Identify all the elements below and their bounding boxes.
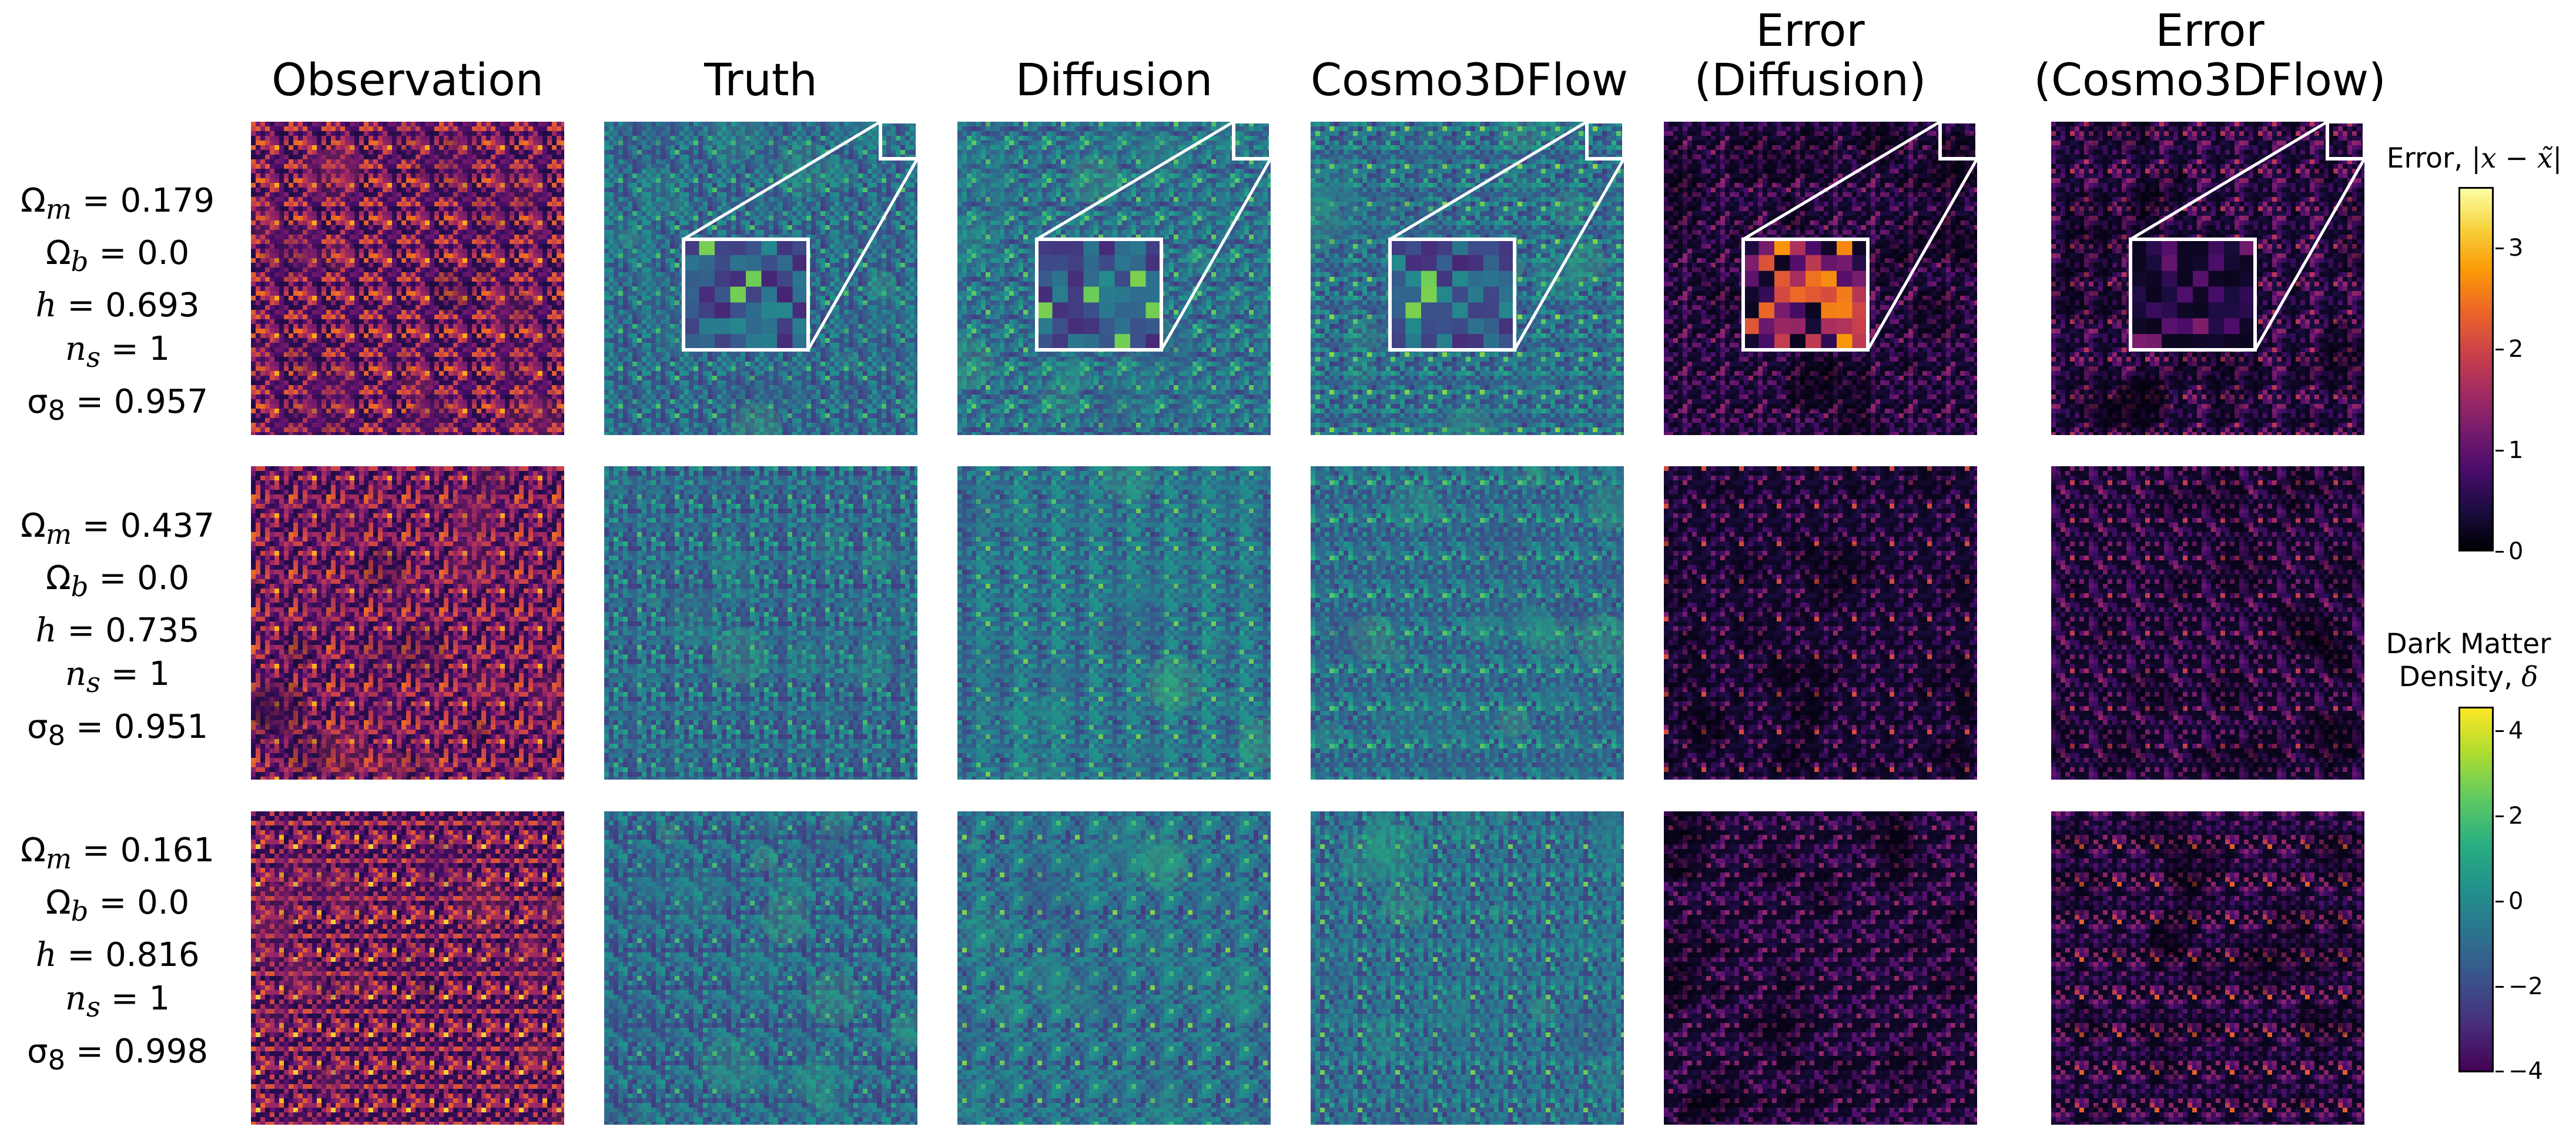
column-title-truth: Truth bbox=[704, 54, 818, 106]
error-tick-1: 1 bbox=[2495, 437, 2524, 464]
param-sigma-8: σ8 = 0.998 bbox=[26, 1032, 209, 1076]
param-sigma-8: σ8 = 0.951 bbox=[26, 707, 209, 752]
param-omega-m: Ωm = 0.179 bbox=[21, 182, 215, 226]
panel-error-cosmo3dflow-row-3 bbox=[2051, 811, 2364, 1125]
error-tick-3: 3 bbox=[2495, 235, 2524, 262]
density-tick-m2: −2 bbox=[2495, 973, 2543, 1000]
error-tick-0: 0 bbox=[2495, 538, 2524, 565]
panel-truth-row-1 bbox=[604, 122, 917, 435]
density-colorbar bbox=[2458, 707, 2494, 1072]
density-tick-4: 4 bbox=[2495, 717, 2524, 744]
column-title-diffusion: Diffusion bbox=[1015, 54, 1213, 106]
panel-error-diffusion-row-1 bbox=[1664, 122, 1977, 435]
panel-observation-row-3 bbox=[251, 811, 564, 1125]
column-title-error-diffusion: Error (Diffusion) bbox=[1694, 4, 1927, 106]
column-title-error-cosmo3dflow: Error (Cosmo3DFlow) bbox=[2034, 4, 2386, 106]
row-params-2: Ωm = 0.437 Ωb = 0.0 h = 0.735 ns = 1 σ8 … bbox=[0, 504, 235, 758]
panel-diffusion-row-3 bbox=[957, 811, 1271, 1125]
panel-diffusion-row-2 bbox=[957, 466, 1271, 780]
param-h: h = 0.735 bbox=[35, 611, 200, 650]
param-n-s: ns = 1 bbox=[65, 330, 170, 375]
panel-cosmo3dflow-row-2 bbox=[1311, 466, 1624, 780]
panel-truth-row-3 bbox=[604, 811, 917, 1125]
param-n-s: ns = 1 bbox=[65, 979, 170, 1024]
density-colorbar-title: Dark Matter Density, δ bbox=[2386, 628, 2551, 693]
param-omega-b: Ωb = 0.0 bbox=[45, 559, 190, 604]
param-sigma-8: σ8 = 0.957 bbox=[26, 382, 209, 427]
density-tick-m4: −4 bbox=[2495, 1058, 2543, 1085]
panel-error-cosmo3dflow-row-1 bbox=[2051, 122, 2364, 435]
panel-error-diffusion-row-2 bbox=[1664, 466, 1977, 780]
row-params-1: Ωm = 0.179 Ωb = 0.0 h = 0.693 ns = 1 σ8 … bbox=[0, 179, 235, 433]
param-h: h = 0.816 bbox=[35, 936, 200, 975]
param-n-s: ns = 1 bbox=[65, 655, 170, 700]
panel-error-cosmo3dflow-row-2 bbox=[2051, 466, 2364, 780]
column-title-observation: Observation bbox=[272, 54, 544, 106]
panel-error-diffusion-row-3 bbox=[1664, 811, 1977, 1125]
param-omega-b: Ωb = 0.0 bbox=[45, 884, 190, 928]
error-tick-2: 2 bbox=[2495, 336, 2524, 363]
panel-cosmo3dflow-row-3 bbox=[1311, 811, 1624, 1125]
column-title-cosmo3dflow: Cosmo3DFlow bbox=[1310, 54, 1629, 106]
panel-truth-row-2 bbox=[604, 466, 917, 780]
panel-cosmo3dflow-row-1 bbox=[1311, 122, 1624, 435]
panel-diffusion-row-1 bbox=[957, 122, 1271, 435]
param-omega-b: Ωb = 0.0 bbox=[45, 234, 190, 279]
density-tick-0: 0 bbox=[2495, 888, 2524, 915]
density-tick-2: 2 bbox=[2495, 803, 2524, 830]
panel-observation-row-1 bbox=[251, 122, 564, 435]
param-omega-m: Ωm = 0.437 bbox=[21, 507, 215, 551]
param-h: h = 0.693 bbox=[35, 286, 200, 325]
error-colorbar bbox=[2458, 187, 2494, 551]
panel-observation-row-2 bbox=[251, 466, 564, 780]
row-params-3: Ωm = 0.161 Ωb = 0.0 h = 0.816 ns = 1 σ8 … bbox=[0, 829, 235, 1082]
param-omega-m: Ωm = 0.161 bbox=[21, 831, 215, 876]
error-colorbar-title: Error, |x − x̃| bbox=[2386, 142, 2562, 175]
